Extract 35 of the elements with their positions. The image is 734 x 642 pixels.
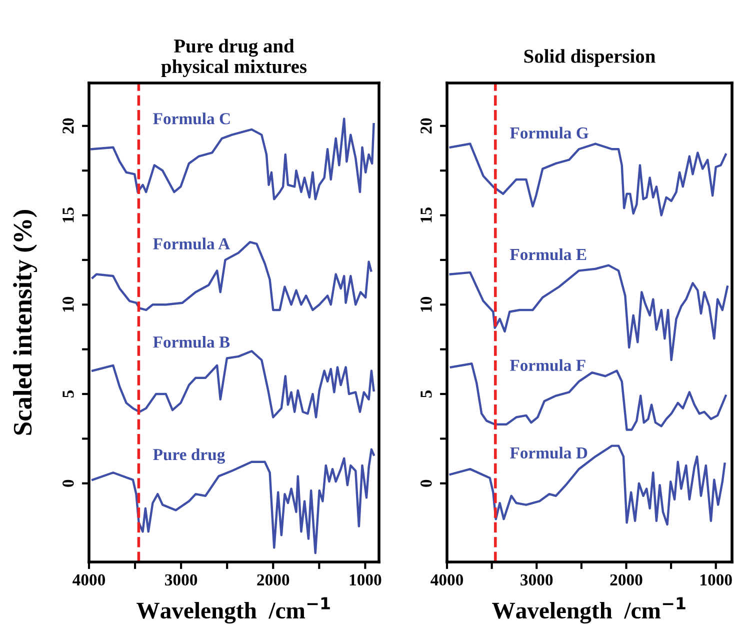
y-tick-label: 20 <box>420 118 432 134</box>
y-tick-label: 5 <box>62 390 74 398</box>
chart-title: Pure drug and physical mixtures <box>161 38 307 78</box>
series-label: Formula D <box>510 446 588 459</box>
chart-title: Solid dispersion <box>524 49 656 67</box>
x-tick-label: 4000 <box>72 574 106 586</box>
x-axis-title: Wavelength /cm$^{−1}$ <box>492 597 686 624</box>
x-axis-title: Wavelength /cm$^{−1}$ <box>136 597 330 624</box>
y-tick-label: 0 <box>420 480 432 487</box>
x-tick-label: 1000 <box>350 574 382 586</box>
series-label: Formula A <box>153 238 230 250</box>
y-tick-label: 10 <box>420 296 432 312</box>
series-label: Formula G <box>510 126 588 139</box>
x-tick-label: 3000 <box>165 574 198 586</box>
y-tick-label: 20 <box>62 118 74 134</box>
series-label: Formula F <box>510 359 586 371</box>
y-tick-label: 0 <box>62 480 74 487</box>
y-tick-label: 5 <box>420 390 432 398</box>
series-label: Formula C <box>153 112 230 124</box>
x-tick-label: 2000 <box>257 574 290 586</box>
y-tick-label: 10 <box>62 296 74 312</box>
y-axis-title: Scaled intensity (%) <box>13 210 38 435</box>
x-tick-label: 4000 <box>430 574 464 586</box>
line-series <box>91 448 375 554</box>
series-label: Formula B <box>153 336 230 348</box>
x-tick-label: 1000 <box>700 574 732 586</box>
line-series <box>91 350 375 418</box>
y-tick-label: 15 <box>62 208 74 222</box>
y-tick-label: 15 <box>420 208 432 222</box>
series-label: Pure drug <box>153 448 226 464</box>
line-series <box>449 142 727 216</box>
series-label: Formula E <box>510 248 586 260</box>
x-tick-label: 2000 <box>610 574 642 586</box>
x-tick-label: 3000 <box>520 574 553 586</box>
line-series <box>449 444 726 526</box>
